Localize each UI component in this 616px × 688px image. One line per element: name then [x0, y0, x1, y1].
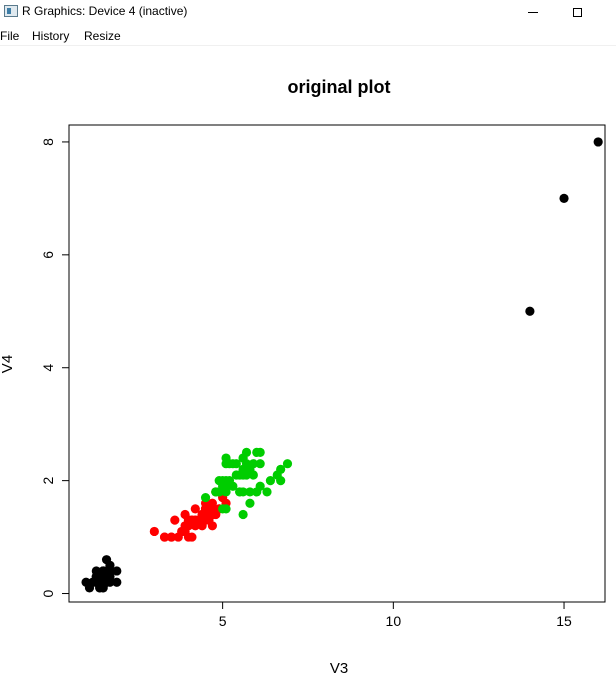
data-point	[276, 464, 286, 474]
menu-file[interactable]: File	[0, 29, 20, 43]
data-point	[248, 459, 258, 469]
y-axis: 0 2 4 6 8	[40, 138, 70, 597]
x-tick-label: 15	[556, 613, 572, 629]
data-point	[255, 481, 265, 491]
y-axis-label: V4	[0, 355, 16, 373]
data-point	[224, 459, 235, 469]
window-title: R Graphics: Device 4 (inactive)	[22, 4, 188, 18]
x-axis: 5 10 15	[219, 601, 572, 629]
minimize-button[interactable]	[510, 0, 556, 24]
data-point	[224, 476, 235, 486]
y-tick-label: 6	[40, 251, 56, 259]
data-point	[525, 306, 535, 316]
data-point	[231, 470, 241, 480]
x-axis-label: V3	[330, 660, 348, 677]
data-point	[231, 459, 241, 469]
data-point	[262, 487, 272, 497]
data-point	[238, 509, 248, 520]
data-point	[221, 487, 231, 497]
data-point	[166, 532, 177, 542]
maximize-icon	[572, 7, 582, 17]
data-point	[194, 515, 204, 525]
data-point	[187, 515, 197, 525]
data-point	[211, 487, 221, 497]
data-point	[593, 137, 603, 147]
data-point	[276, 476, 286, 486]
window-titlebar: R Graphics: Device 4 (inactive)	[0, 0, 616, 24]
data-point	[204, 509, 214, 520]
data-point	[241, 447, 252, 458]
scatter-plot: original plot 5 10 15 0 2 4 6 8 V3 V4	[0, 77, 606, 677]
data-point	[173, 532, 183, 542]
maximize-button[interactable]	[554, 0, 600, 24]
menu-history[interactable]: History	[32, 29, 70, 43]
menu-resize[interactable]: Resize	[84, 29, 121, 43]
data-point	[282, 459, 293, 469]
data-point	[245, 487, 255, 497]
data-point	[255, 447, 265, 458]
data-point	[559, 193, 569, 203]
data-point	[207, 521, 217, 531]
data-point	[255, 459, 265, 469]
data-point	[190, 504, 200, 514]
plot-frame	[68, 124, 606, 603]
y-tick-label: 2	[40, 477, 56, 485]
x-tick-label: 10	[386, 613, 402, 629]
data-point	[101, 555, 112, 565]
data-point	[200, 492, 211, 503]
data-point	[149, 526, 159, 537]
y-tick-label: 4	[40, 364, 56, 372]
data-point	[245, 498, 255, 508]
data-point	[112, 566, 122, 576]
plot-title: original plot	[288, 77, 391, 97]
data-point	[221, 504, 231, 514]
menu-bar: File History Resize	[0, 26, 616, 46]
data-point	[170, 515, 180, 525]
data-point	[112, 577, 122, 587]
data-point	[265, 476, 276, 486]
data-point	[235, 487, 245, 497]
points-layer	[81, 137, 603, 593]
data-point	[187, 532, 197, 542]
x-tick-label: 5	[219, 613, 227, 629]
data-point	[159, 532, 170, 542]
plot-canvas: original plot 5 10 15 0 2 4 6 8 V3 V4	[0, 46, 616, 683]
data-point	[81, 577, 91, 587]
y-tick-label: 0	[40, 589, 56, 597]
r-graphics-icon	[4, 5, 18, 17]
y-tick-label: 8	[40, 138, 56, 146]
data-point	[238, 464, 248, 474]
data-point	[95, 577, 105, 587]
minimize-icon	[528, 11, 538, 13]
